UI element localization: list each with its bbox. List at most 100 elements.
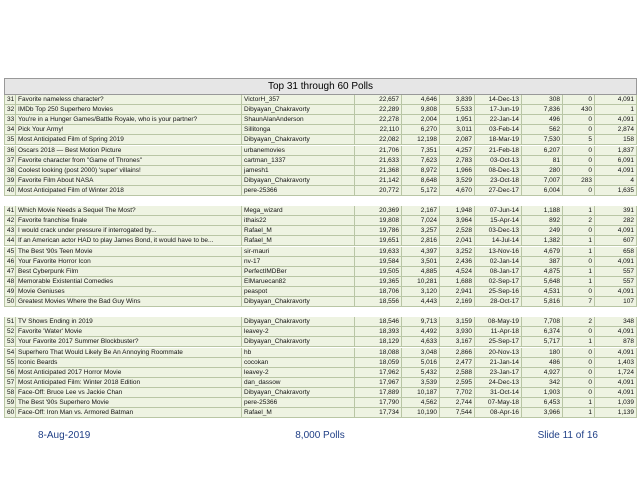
poll-author: VictorH_357: [242, 95, 355, 105]
table-cell: 14-Jul-14: [475, 236, 522, 247]
table-cell: 0: [563, 357, 595, 368]
poll-author: Dibyayan_Chakravorty: [242, 317, 355, 328]
table-cell: 1: [563, 337, 595, 348]
table-cell: 21,142: [355, 175, 402, 186]
table-cell: 22-Jan-14: [475, 115, 522, 126]
table-cell: 28-Oct-17: [475, 297, 522, 307]
poll-title: Best Cyberpunk Film: [16, 266, 242, 277]
table-cell: 17,734: [355, 408, 402, 419]
table-cell: 03-Dec-13: [475, 226, 522, 237]
table-cell: 0: [563, 115, 595, 126]
poll-title: Favorite 'Water' Movie: [16, 327, 242, 338]
table-cell: 55: [4, 357, 16, 368]
table-cell: 12,198: [402, 135, 440, 146]
table-cell: 46: [4, 256, 16, 267]
table-cell: 18,546: [355, 317, 402, 328]
table-cell: 18,556: [355, 297, 402, 307]
table-cell: 3,964: [440, 216, 475, 227]
table-cell: 1: [563, 266, 595, 277]
table-cell: 3,539: [402, 377, 440, 388]
table-cell: 47: [4, 266, 16, 277]
footer-date: 8-Aug-2019: [38, 430, 91, 441]
poll-title: You're in a Hunger Games/Battle Royale, …: [16, 115, 242, 126]
table-cell: 3,501: [402, 256, 440, 267]
poll-author: pere-25366: [242, 398, 355, 408]
table-cell: 0: [563, 95, 595, 105]
table-cell: 3,011: [440, 125, 475, 136]
table-cell: 282: [595, 216, 637, 227]
poll-author: Dibyayan_Chakravorty: [242, 297, 355, 307]
poll-author: cartman_1337: [242, 155, 355, 166]
table-cell: 19,786: [355, 226, 402, 237]
table-cell: 1,188: [522, 206, 563, 217]
table-cell: 342: [522, 377, 563, 388]
table-cell: 10,187: [402, 387, 440, 398]
table-cell: 7,530: [522, 135, 563, 146]
table-cell: 4,091: [595, 286, 637, 297]
poll-author: ElMaruecan82: [242, 276, 355, 287]
table-cell: 20,772: [355, 185, 402, 196]
table-cell: 4,679: [522, 246, 563, 257]
table-cell: 40: [4, 185, 16, 196]
table-cell: 32: [4, 105, 16, 116]
table-cell: 6,091: [595, 155, 637, 166]
poll-title: Most Anticipated 2017 Horror Movie: [16, 367, 242, 378]
table-cell: 557: [595, 276, 637, 287]
table-cell: 7,544: [440, 408, 475, 419]
table-cell: 2,783: [440, 155, 475, 166]
table-cell: 41: [4, 206, 16, 217]
table-cell: 18,088: [355, 347, 402, 358]
table-cell: 43: [4, 226, 16, 237]
table-cell: 49: [4, 286, 16, 297]
table-cell: 4,633: [402, 337, 440, 348]
table-cell: 1: [563, 276, 595, 287]
table-cell: 1: [563, 236, 595, 247]
poll-title: Face-Off: Bruce Lee vs Jackie Chan: [16, 387, 242, 398]
poll-title: Oscars 2018 — Best Motion Picture: [16, 145, 242, 156]
table-cell: 23-Jan-17: [475, 367, 522, 378]
table-cell: 2: [563, 216, 595, 227]
table-cell: 430: [563, 105, 595, 116]
table-cell: 4,257: [440, 145, 475, 156]
table-cell: 6,453: [522, 398, 563, 408]
poll-title: TV Shows Ending in 2019: [16, 317, 242, 328]
poll-title: The Best '90s Teen Movie: [16, 246, 242, 257]
table-cell: 4,091: [595, 256, 637, 267]
table-cell: 4,562: [402, 398, 440, 408]
table-cell: 17,889: [355, 387, 402, 398]
table-cell: 07-Jun-14: [475, 206, 522, 217]
table-cell: 0: [563, 226, 595, 237]
table-cell: 1: [563, 398, 595, 408]
table-cell: 08-Jan-17: [475, 266, 522, 277]
table-cell: 50: [4, 297, 16, 307]
table-cell: 5,533: [440, 105, 475, 116]
table-cell: 8,972: [402, 165, 440, 176]
poll-title: Movie Geniuses: [16, 286, 242, 297]
table-cell: 7,007: [522, 175, 563, 186]
table-cell: 4,927: [522, 367, 563, 378]
table-cell: 20,369: [355, 206, 402, 217]
table-cell: 2,167: [402, 206, 440, 217]
table-cell: 1: [595, 105, 637, 116]
poll-title: Most Anticipated Film of Spring 2019: [16, 135, 242, 146]
table-cell: 391: [595, 206, 637, 217]
poll-author: Dibyayan_Chakravorty: [242, 105, 355, 116]
table-cell: 180: [522, 347, 563, 358]
poll-title: Favorite Film About NASA: [16, 175, 242, 186]
table-cell: 9,713: [402, 317, 440, 328]
table-cell: 17,967: [355, 377, 402, 388]
table-cell: 5,432: [402, 367, 440, 378]
poll-title: Pick Your Army!: [16, 125, 242, 136]
poll-title: Superhero That Would Likely Be An Annoyi…: [16, 347, 242, 358]
table-cell: 57: [4, 377, 16, 388]
table-cell: 42: [4, 216, 16, 227]
table-cell: 387: [522, 256, 563, 267]
table-cell: 0: [563, 256, 595, 267]
table-title: Top 31 through 60 Polls: [4, 78, 637, 95]
table-cell: 2,169: [440, 297, 475, 307]
table-cell: 25-Sep-17: [475, 337, 522, 348]
table-cell: 5,016: [402, 357, 440, 368]
table-cell: 35: [4, 135, 16, 146]
table-cell: 0: [563, 327, 595, 338]
table-cell: 6,270: [402, 125, 440, 136]
